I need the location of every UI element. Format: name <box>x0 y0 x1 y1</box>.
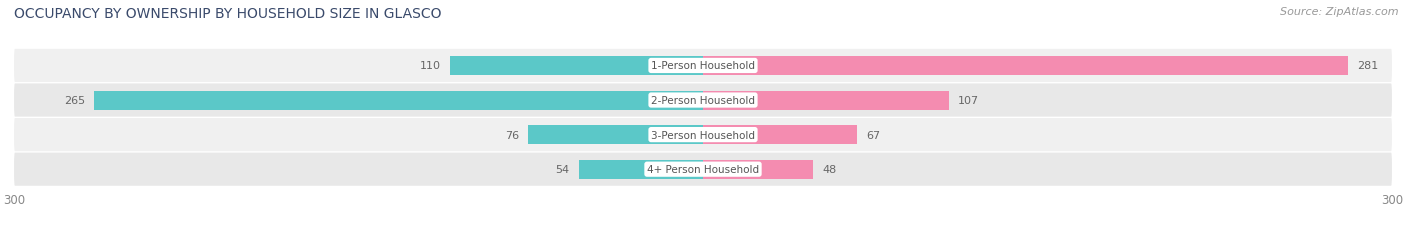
Text: 281: 281 <box>1358 61 1379 71</box>
Text: OCCUPANCY BY OWNERSHIP BY HOUSEHOLD SIZE IN GLASCO: OCCUPANCY BY OWNERSHIP BY HOUSEHOLD SIZE… <box>14 7 441 21</box>
Text: 110: 110 <box>420 61 441 71</box>
Bar <box>703 160 813 179</box>
Text: 4+ Person Household: 4+ Person Household <box>647 164 759 174</box>
Text: 1-Person Household: 1-Person Household <box>651 61 755 71</box>
Bar <box>450 57 703 76</box>
Text: 54: 54 <box>555 164 569 174</box>
Text: 3-Person Household: 3-Person Household <box>651 130 755 140</box>
Text: 265: 265 <box>65 96 86 106</box>
Text: 48: 48 <box>823 164 837 174</box>
FancyBboxPatch shape <box>14 153 1392 186</box>
FancyBboxPatch shape <box>14 119 1392 152</box>
Bar <box>703 91 949 110</box>
Bar <box>703 126 856 145</box>
Bar <box>529 126 703 145</box>
Text: 107: 107 <box>957 96 979 106</box>
Bar <box>703 57 1348 76</box>
Text: 2-Person Household: 2-Person Household <box>651 96 755 106</box>
Text: 76: 76 <box>505 130 519 140</box>
FancyBboxPatch shape <box>14 50 1392 83</box>
Bar <box>94 91 703 110</box>
FancyBboxPatch shape <box>14 84 1392 117</box>
Bar <box>579 160 703 179</box>
Text: Source: ZipAtlas.com: Source: ZipAtlas.com <box>1281 7 1399 17</box>
Text: 67: 67 <box>866 130 880 140</box>
